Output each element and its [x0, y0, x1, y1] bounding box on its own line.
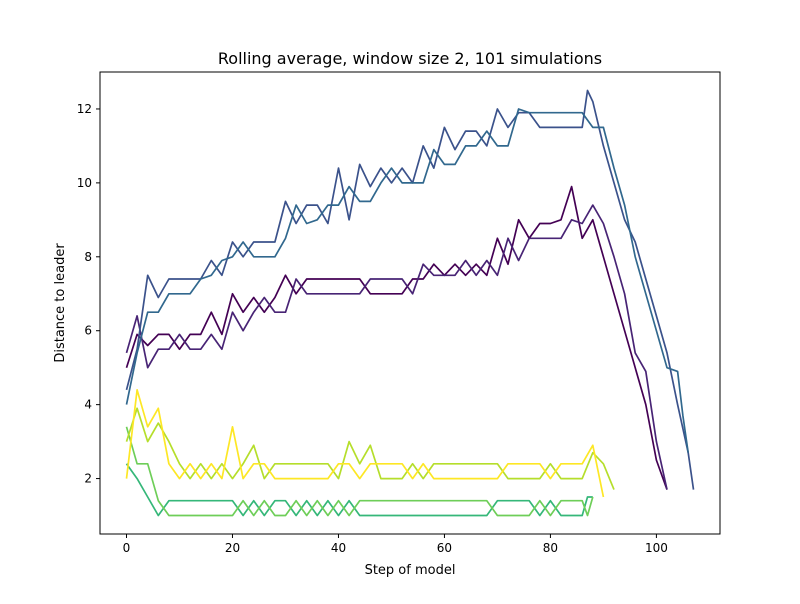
x-tick-label: 20 — [225, 541, 240, 555]
y-tick-label: 4 — [84, 398, 92, 412]
chart-title: Rolling average, window size 2, 101 simu… — [218, 49, 602, 68]
y-tick-label: 6 — [84, 324, 92, 338]
x-tick-label: 40 — [331, 541, 346, 555]
x-tick-label: 80 — [543, 541, 558, 555]
y-axis-label: Distance to leader — [53, 243, 68, 363]
x-axis-label: Step of model — [365, 563, 456, 578]
y-tick-label: 10 — [77, 176, 92, 190]
x-tick-label: 0 — [123, 541, 131, 555]
x-tick-label: 60 — [437, 541, 452, 555]
y-tick-label: 12 — [77, 102, 92, 116]
y-tick-label: 8 — [84, 250, 92, 264]
x-tick-label: 100 — [645, 541, 668, 555]
y-tick-label: 2 — [84, 472, 92, 486]
